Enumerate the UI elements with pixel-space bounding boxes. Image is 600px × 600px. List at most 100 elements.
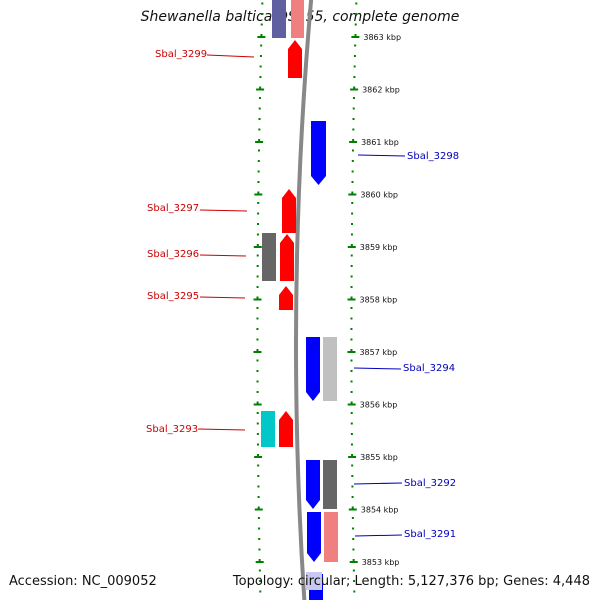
outer-ring-dot bbox=[351, 496, 354, 498]
inner-ring-dot bbox=[256, 286, 259, 288]
inner-ring-dot bbox=[259, 590, 262, 593]
outer-ring-dot bbox=[351, 464, 354, 467]
inner-ring-dot bbox=[259, 76, 262, 78]
inner-ring-dot bbox=[256, 244, 259, 246]
inner-major-tick bbox=[253, 351, 262, 353]
cog-block-sbal-3291 bbox=[324, 512, 338, 562]
inner-ring-dot bbox=[258, 548, 261, 551]
kbp-major-tick bbox=[350, 88, 359, 91]
kbp-major-tick bbox=[349, 141, 358, 143]
inner-ring-dot bbox=[256, 412, 259, 414]
inner-ring-dot bbox=[256, 422, 259, 425]
outer-ring-dot bbox=[351, 517, 354, 519]
outer-ring-dot bbox=[350, 380, 353, 383]
outer-ring-dot bbox=[352, 559, 355, 561]
outer-ring-dot bbox=[355, 13, 358, 15]
inner-major-tick bbox=[256, 88, 265, 91]
leader-line-sbal-3298 bbox=[357, 154, 406, 157]
inner-ring-dot bbox=[258, 107, 261, 110]
outer-ring-dot bbox=[350, 317, 353, 320]
kbp-major-tick bbox=[348, 508, 357, 511]
inner-ring-dot bbox=[257, 517, 260, 519]
cds-sbal-3292 bbox=[306, 460, 320, 509]
kbp-tick-label: 3861 kbp bbox=[361, 138, 399, 147]
inner-ring-dot bbox=[256, 359, 259, 362]
backbone-layer bbox=[294, 0, 314, 600]
inner-major-tick bbox=[257, 36, 266, 38]
kbp-tick-label: 3863 kbp bbox=[363, 33, 401, 42]
leader-line-sbal-3293 bbox=[197, 428, 246, 431]
outer-ring-dot bbox=[352, 569, 355, 572]
inner-major-tick bbox=[254, 456, 263, 458]
inner-ring-dot bbox=[256, 443, 259, 446]
outer-ring-dot bbox=[351, 170, 354, 173]
outer-ring-dot bbox=[350, 443, 353, 446]
outer-ring-dot bbox=[350, 338, 353, 341]
gene-label-sbal-3293: Sbal_3293 bbox=[146, 424, 198, 435]
cds-sbal-3293 bbox=[279, 411, 293, 447]
cog-block-sbal-3292 bbox=[323, 460, 337, 509]
inner-ring-dot bbox=[256, 254, 259, 257]
kbp-major-tick bbox=[347, 351, 356, 353]
kbp-major-tick bbox=[347, 246, 356, 248]
kbp-tick-label: 3857 kbp bbox=[359, 348, 397, 357]
cds-sbal-3294 bbox=[306, 337, 320, 401]
inner-ring-dot bbox=[260, 34, 263, 36]
outer-ring-dot bbox=[351, 485, 354, 488]
cds-sbal-3295 bbox=[279, 286, 293, 310]
kbp-tick-label: 3858 kbp bbox=[360, 296, 398, 305]
inner-ring-dot bbox=[257, 506, 260, 509]
leader-line-sbal-3295 bbox=[199, 296, 246, 299]
outer-ring-dot bbox=[351, 160, 354, 162]
kbp-tick-label: 3854 kbp bbox=[361, 506, 399, 515]
feature-layer bbox=[261, 0, 338, 600]
inner-ring-dot bbox=[256, 391, 259, 393]
outer-ring-dot bbox=[350, 275, 353, 278]
outer-ring-dot bbox=[351, 191, 354, 194]
outer-ring-dot bbox=[354, 23, 357, 26]
inner-ring-dot bbox=[258, 569, 261, 572]
kbp-tick-label: 3856 kbp bbox=[360, 401, 398, 410]
outer-ring-dot bbox=[351, 181, 354, 183]
inner-ring-dot bbox=[256, 328, 259, 330]
inner-ring-dot bbox=[256, 265, 259, 267]
label-layer: Sbal_3299 Sbal_3298 Sbal_3297 Sbal_3296 Sbal… bbox=[146, 49, 459, 540]
inner-ring-dot bbox=[261, 13, 264, 15]
inner-major-tick bbox=[253, 403, 262, 406]
outer-ring-dot bbox=[350, 359, 353, 362]
inner-ring-dot bbox=[256, 401, 259, 404]
outer-ring-dot bbox=[353, 65, 356, 68]
gene-label-sbal-3299: Sbal_3299 bbox=[155, 49, 207, 60]
kbp-major-tick bbox=[348, 456, 357, 458]
kbp-major-tick bbox=[347, 298, 356, 301]
inner-ring-dot bbox=[256, 349, 259, 351]
inner-ring-dot bbox=[261, 2, 264, 5]
inner-ring-dot bbox=[258, 559, 261, 561]
inner-ring-dot bbox=[257, 212, 260, 215]
outer-ring-dot bbox=[350, 233, 353, 236]
outer-ring-dot bbox=[353, 86, 356, 89]
outer-ring-dot bbox=[350, 328, 353, 330]
kbp-major-tick bbox=[349, 561, 358, 563]
outer-ring-dot bbox=[352, 548, 355, 551]
cds-sbal-3297 bbox=[282, 189, 296, 233]
topology-text: Topology: circular; Length: 5,127,376 bp… bbox=[232, 574, 590, 589]
inner-major-tick bbox=[255, 561, 264, 563]
gene-label-sbal-3298: Sbal_3298 bbox=[407, 151, 459, 162]
outer-ring-dot bbox=[352, 118, 355, 120]
cog-block-sbal-3293 bbox=[261, 411, 275, 447]
outer-ring-dot bbox=[350, 433, 353, 435]
kbp-major-tick bbox=[347, 403, 356, 406]
outer-ring-dot bbox=[350, 401, 353, 404]
inner-ring-dot bbox=[256, 338, 259, 341]
cog-block-sbal-3296 bbox=[262, 233, 276, 281]
inner-ring-dot bbox=[257, 181, 260, 183]
outer-ring-dot bbox=[351, 454, 354, 456]
inner-ring-dot bbox=[256, 296, 259, 299]
inner-ring-dot bbox=[258, 118, 261, 120]
accession-text: Accession: NC_009052 bbox=[9, 574, 157, 589]
inner-ring-dot bbox=[257, 464, 260, 467]
outer-ring-dot bbox=[353, 580, 356, 582]
leader-line-sbal-3296 bbox=[199, 254, 247, 257]
